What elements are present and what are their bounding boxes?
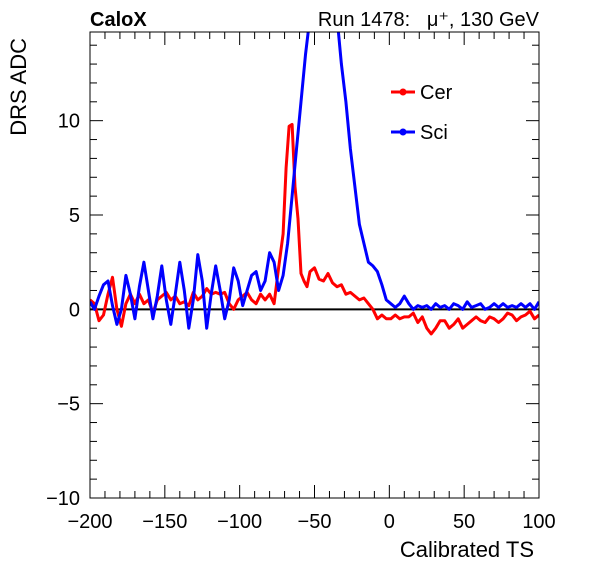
x-tick-label: 100: [522, 511, 555, 533]
y-axis-label: DRS ADC: [6, 38, 31, 136]
plot-frame: [89, 31, 540, 499]
y-tick-label: 0: [69, 299, 80, 321]
x-axis-label: Calibrated TS: [400, 537, 534, 562]
x-tick-label: −150: [142, 511, 187, 533]
x-tick-label: −50: [298, 511, 332, 533]
x-tick-labels: −200 −150 −100 −50 0 50 100: [67, 511, 555, 533]
x-tick-label: −100: [217, 511, 262, 533]
header-left-title: CaloX: [90, 9, 147, 31]
y-tick-label: −5: [57, 394, 80, 416]
legend-marker-sci: [399, 128, 407, 136]
header-right-title: Run 1478: μ⁺, 130 GeV: [318, 9, 540, 31]
x-tick-label: 0: [384, 511, 395, 533]
y-tick-label: 5: [69, 205, 80, 227]
x-tick-label: 50: [453, 511, 475, 533]
legend-label-sci: Sci: [420, 122, 448, 144]
y-tick-label: −10: [46, 488, 80, 510]
legend-marker-cer: [399, 88, 407, 96]
tick-marks: [89, 32, 540, 499]
x-tick-label: −200: [67, 511, 112, 533]
y-tick-labels: −10 −5 0 5 10: [46, 111, 80, 510]
legend-label-cer: Cer: [420, 82, 453, 104]
series-line-sci: [90, 32, 539, 330]
series-line-cer: [90, 122, 539, 336]
series-group: [90, 32, 539, 336]
legend: Cer Sci: [391, 82, 453, 144]
y-tick-label: 10: [58, 111, 80, 133]
